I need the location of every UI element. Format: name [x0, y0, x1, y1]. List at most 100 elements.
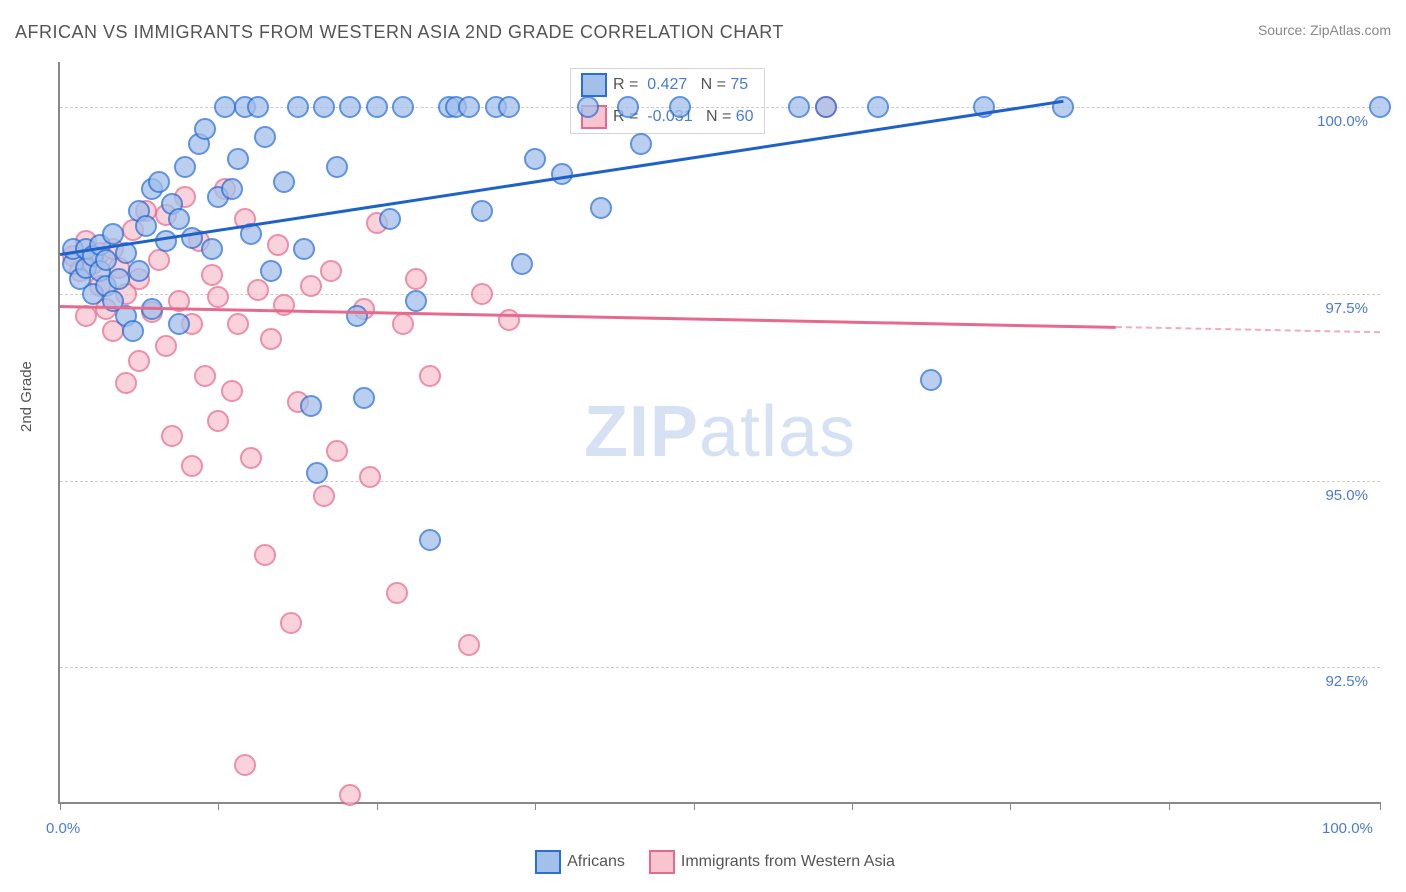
scatter-plot-area: ZIPatlas R = 0.427 N = 75 R = -0.031 N = …: [58, 62, 1380, 804]
point-series-a: [471, 200, 493, 222]
point-series-a: [366, 96, 388, 118]
point-series-b: [155, 335, 177, 357]
trend-line-b: [1116, 326, 1380, 333]
y-tick-label: 100.0%: [1298, 113, 1368, 130]
point-series-b: [392, 313, 414, 335]
x-tick: [1169, 802, 1170, 810]
trend-line-b: [60, 305, 1116, 329]
point-series-a: [379, 208, 401, 230]
x-tick-label-last: 100.0%: [1322, 820, 1373, 837]
point-series-b: [181, 455, 203, 477]
point-series-b: [300, 275, 322, 297]
point-series-a: [128, 260, 150, 282]
point-series-a: [617, 96, 639, 118]
point-series-a: [194, 118, 216, 140]
point-series-b: [386, 582, 408, 604]
y-axis-label: 2nd Grade: [18, 361, 35, 432]
x-tick: [1380, 802, 1381, 810]
point-series-a: [339, 96, 361, 118]
point-series-b: [498, 309, 520, 331]
point-series-b: [260, 328, 282, 350]
point-series-a: [148, 171, 170, 193]
point-series-a: [458, 96, 480, 118]
point-series-b: [207, 410, 229, 432]
gridline: [60, 481, 1380, 482]
point-series-b: [471, 283, 493, 305]
point-series-b: [240, 447, 262, 469]
correlation-legend: R = 0.427 N = 75 R = -0.031 N = 60: [570, 68, 765, 134]
point-series-a: [300, 395, 322, 417]
point-series-b: [419, 365, 441, 387]
point-series-b: [194, 365, 216, 387]
point-series-b: [254, 544, 276, 566]
x-tick: [1010, 802, 1011, 810]
point-series-b: [148, 249, 170, 271]
point-series-a: [122, 320, 144, 342]
point-series-b: [221, 380, 243, 402]
point-series-a: [590, 197, 612, 219]
point-series-a: [254, 126, 276, 148]
point-series-a: [511, 253, 533, 275]
point-series-a: [155, 230, 177, 252]
chart-header: AFRICAN VS IMMIGRANTS FROM WESTERN ASIA …: [15, 22, 1391, 52]
point-series-a: [214, 96, 236, 118]
point-series-a: [920, 369, 942, 391]
legend-swatch: [649, 850, 675, 874]
point-series-b: [201, 264, 223, 286]
point-series-a: [201, 238, 223, 260]
point-series-b: [207, 286, 229, 308]
point-series-a: [577, 96, 599, 118]
point-series-a: [227, 148, 249, 170]
series-legend: AfricansImmigrants from Western Asia: [0, 850, 1406, 874]
chart-title: AFRICAN VS IMMIGRANTS FROM WESTERN ASIA …: [15, 22, 784, 42]
point-series-b: [115, 372, 137, 394]
point-series-b: [227, 313, 249, 335]
point-series-a: [287, 96, 309, 118]
point-series-a: [630, 133, 652, 155]
watermark: ZIPatlas: [584, 391, 856, 473]
y-tick-label: 95.0%: [1298, 487, 1368, 504]
x-tick: [852, 802, 853, 810]
point-series-a: [221, 178, 243, 200]
x-tick: [218, 802, 219, 810]
legend-row: R = 0.427 N = 75: [571, 69, 764, 101]
point-series-a: [313, 96, 335, 118]
point-series-b: [313, 485, 335, 507]
point-series-a: [135, 215, 157, 237]
point-series-a: [306, 462, 328, 484]
legend-row: R = -0.031 N = 60: [571, 101, 764, 133]
point-series-b: [458, 634, 480, 656]
x-tick: [377, 802, 378, 810]
gridline: [60, 667, 1380, 668]
point-series-a: [273, 171, 295, 193]
x-tick: [694, 802, 695, 810]
point-series-a: [867, 96, 889, 118]
point-series-b: [280, 612, 302, 634]
point-series-a: [405, 290, 427, 312]
point-series-a: [247, 96, 269, 118]
point-series-a: [174, 156, 196, 178]
point-series-b: [320, 260, 342, 282]
point-series-a: [498, 96, 520, 118]
point-series-b: [247, 279, 269, 301]
y-tick-label: 92.5%: [1298, 673, 1368, 690]
point-series-a: [815, 96, 837, 118]
point-series-a: [1052, 96, 1074, 118]
point-series-b: [359, 466, 381, 488]
point-series-a: [524, 148, 546, 170]
point-series-a: [788, 96, 810, 118]
point-series-a: [419, 529, 441, 551]
point-series-b: [161, 425, 183, 447]
watermark-atlas: atlas: [699, 392, 856, 472]
point-series-b: [128, 350, 150, 372]
x-tick: [535, 802, 536, 810]
point-series-b: [405, 268, 427, 290]
point-series-a: [353, 387, 375, 409]
point-series-b: [234, 754, 256, 776]
point-series-a: [168, 313, 190, 335]
y-tick-label: 97.5%: [1298, 300, 1368, 317]
point-series-a: [669, 96, 691, 118]
legend-stats: R = 0.427 N = 75: [613, 76, 748, 94]
legend-swatch: [535, 850, 561, 874]
source-attribution: Source: ZipAtlas.com: [1258, 22, 1391, 38]
